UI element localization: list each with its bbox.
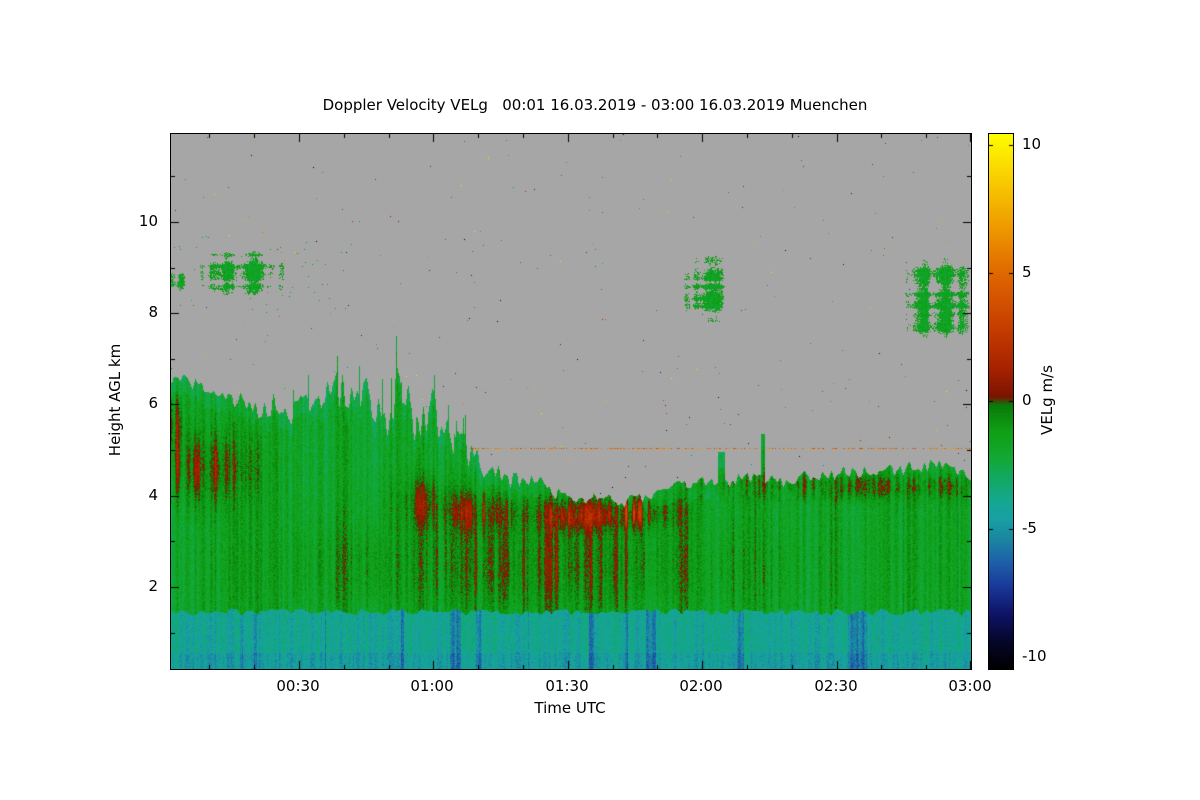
colorbar-tick-label-5: 5	[1022, 263, 1032, 281]
y-tick-label-4: 4	[148, 486, 158, 504]
x-axis-title: Time UTC	[534, 699, 606, 717]
x-tick-label-0100: 01:00	[410, 677, 454, 695]
y-tick-label-2: 2	[148, 577, 158, 595]
y-tick-label-10: 10	[138, 212, 158, 230]
y-tick-label-6: 6	[148, 394, 158, 412]
x-tick-label-0130: 01:30	[545, 677, 589, 695]
x-tick-label-0230: 02:30	[814, 677, 858, 695]
colorbar	[988, 133, 1014, 670]
colorbar-tick-label--5: -5	[1022, 519, 1037, 537]
x-tick-label-0200: 02:00	[679, 677, 723, 695]
colorbar-tick-label-0: 0	[1022, 391, 1032, 409]
colorbar-tick-label-10: 10	[1022, 135, 1042, 153]
x-tick-label-0300: 03:00	[948, 677, 992, 695]
colorbar-canvas	[989, 134, 1013, 669]
colorbar-tick-label--10: -10	[1022, 647, 1047, 665]
plot-area	[170, 133, 972, 670]
heatmap-canvas	[171, 134, 971, 669]
colorbar-title: VELg m/s	[1038, 365, 1056, 435]
chart-title: Doppler Velocity VELg 00:01 16.03.2019 -…	[322, 96, 868, 114]
y-tick-label-8: 8	[148, 303, 158, 321]
x-tick-label-0030: 00:30	[276, 677, 320, 695]
